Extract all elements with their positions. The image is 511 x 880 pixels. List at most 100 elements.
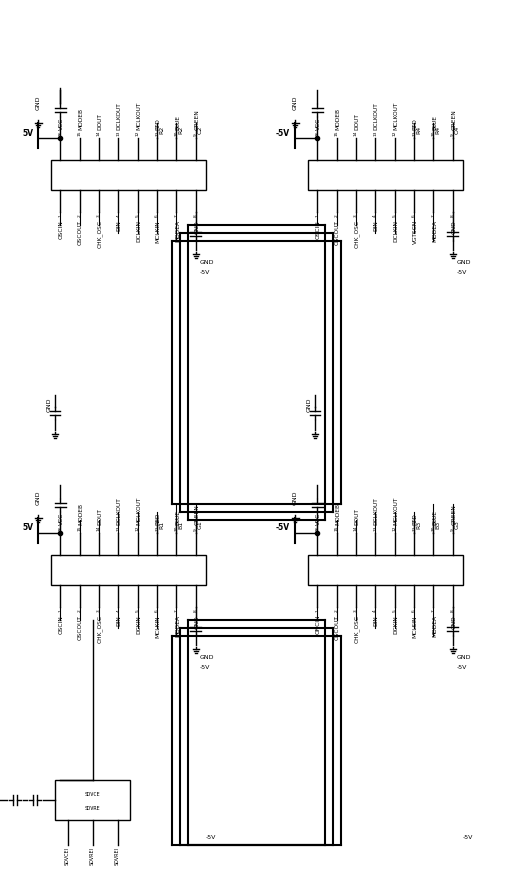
Text: R4: R4 bbox=[416, 126, 421, 134]
Text: 4: 4 bbox=[374, 609, 377, 612]
Text: 10: 10 bbox=[431, 130, 435, 136]
Bar bbox=[55, 780, 130, 820]
Text: DCKIN: DCKIN bbox=[393, 615, 398, 634]
Text: BLUE: BLUE bbox=[175, 115, 180, 130]
Text: MODEB: MODEB bbox=[78, 108, 83, 130]
Text: R1: R1 bbox=[159, 521, 164, 529]
Text: DIN: DIN bbox=[117, 615, 122, 626]
Text: OSCOUT: OSCOUT bbox=[335, 220, 340, 245]
Text: DIN: DIN bbox=[374, 615, 379, 626]
Text: MODEA: MODEA bbox=[432, 220, 437, 242]
Text: 3: 3 bbox=[97, 609, 101, 612]
Text: GREEN: GREEN bbox=[451, 109, 456, 130]
Text: GREEN: GREEN bbox=[194, 109, 199, 130]
Text: VCC: VCC bbox=[316, 118, 321, 130]
Text: 11: 11 bbox=[412, 525, 416, 531]
Text: 2: 2 bbox=[335, 214, 339, 216]
Text: GND: GND bbox=[36, 490, 41, 505]
Text: 7: 7 bbox=[431, 609, 435, 612]
Text: CHK_OSC: CHK_OSC bbox=[354, 220, 360, 248]
Text: MODEA: MODEA bbox=[432, 615, 437, 637]
Text: DCLKOUT: DCLKOUT bbox=[374, 497, 379, 525]
Text: DCKIN: DCKIN bbox=[136, 615, 141, 634]
Text: RTD: RTD bbox=[412, 513, 417, 525]
Text: 9: 9 bbox=[451, 133, 455, 136]
Text: G1: G1 bbox=[198, 521, 203, 530]
Text: OSCOUT: OSCOUT bbox=[335, 615, 340, 640]
Text: 11: 11 bbox=[155, 130, 159, 136]
Text: 10: 10 bbox=[431, 525, 435, 531]
Text: 14: 14 bbox=[354, 525, 358, 531]
Text: 6: 6 bbox=[155, 214, 159, 216]
Text: -5V: -5V bbox=[457, 270, 467, 275]
Text: 5V: 5V bbox=[22, 524, 33, 532]
Text: R3: R3 bbox=[416, 521, 421, 529]
Text: 8: 8 bbox=[194, 609, 198, 612]
Text: GND: GND bbox=[194, 220, 199, 233]
Text: CHK_OSC: CHK_OSC bbox=[97, 615, 103, 643]
Text: 6: 6 bbox=[412, 214, 416, 216]
Text: -5V: -5V bbox=[463, 835, 473, 840]
Text: 4: 4 bbox=[117, 609, 120, 612]
Text: DOUT: DOUT bbox=[98, 114, 102, 130]
Text: -5V: -5V bbox=[200, 270, 210, 275]
Text: 6: 6 bbox=[412, 609, 416, 612]
Text: MCLSIN: MCLSIN bbox=[412, 615, 417, 637]
Text: 3: 3 bbox=[354, 214, 358, 216]
Text: VCC: VCC bbox=[59, 118, 64, 130]
Text: GND: GND bbox=[451, 615, 456, 628]
Text: RED: RED bbox=[155, 513, 160, 525]
Text: -5V: -5V bbox=[276, 524, 290, 532]
Text: 5: 5 bbox=[136, 214, 140, 216]
Text: 3: 3 bbox=[97, 214, 101, 216]
Text: CHK_OSC: CHK_OSC bbox=[354, 615, 360, 643]
Text: 12: 12 bbox=[136, 525, 140, 531]
Text: 8: 8 bbox=[451, 609, 455, 612]
Text: 16: 16 bbox=[315, 525, 319, 531]
Text: 15: 15 bbox=[78, 525, 82, 531]
Text: MODEB: MODEB bbox=[78, 503, 83, 525]
Text: 13: 13 bbox=[117, 130, 120, 136]
Text: 1: 1 bbox=[315, 214, 319, 216]
Text: OSCOUT: OSCOUT bbox=[78, 220, 83, 245]
Text: B1: B1 bbox=[178, 521, 183, 529]
Text: 4: 4 bbox=[374, 214, 377, 216]
Bar bbox=[308, 555, 462, 585]
Text: GND: GND bbox=[457, 655, 471, 660]
Text: BLUE: BLUE bbox=[432, 510, 437, 525]
Text: C4: C4 bbox=[455, 126, 460, 134]
Text: RTD: RTD bbox=[155, 118, 160, 130]
Text: 8: 8 bbox=[451, 214, 455, 216]
Text: 13: 13 bbox=[117, 525, 120, 531]
Text: 14: 14 bbox=[354, 130, 358, 136]
Text: 7: 7 bbox=[174, 609, 178, 612]
Text: SDVRE: SDVRE bbox=[85, 805, 100, 810]
Text: 13: 13 bbox=[374, 525, 377, 531]
Text: MCLKOUT: MCLKOUT bbox=[136, 496, 141, 525]
Text: DCLKIN: DCLKIN bbox=[136, 220, 141, 242]
Text: GND: GND bbox=[194, 615, 199, 628]
Text: 5: 5 bbox=[392, 609, 397, 612]
Text: 16: 16 bbox=[58, 525, 62, 531]
Bar bbox=[308, 160, 462, 190]
Text: R2: R2 bbox=[159, 126, 164, 134]
Text: VCC: VCC bbox=[316, 513, 321, 525]
Text: VCC: VCC bbox=[59, 513, 64, 525]
Text: GREEN: GREEN bbox=[194, 504, 199, 525]
Bar bbox=[51, 160, 205, 190]
Text: 9: 9 bbox=[194, 528, 198, 531]
Text: OSCIN: OSCIN bbox=[316, 220, 321, 238]
Text: RTD: RTD bbox=[412, 118, 417, 130]
Text: MCLKIN: MCLKIN bbox=[155, 615, 160, 638]
Text: DOUT: DOUT bbox=[355, 508, 359, 525]
Text: -5V: -5V bbox=[276, 128, 290, 137]
Bar bbox=[51, 555, 205, 585]
Text: 5: 5 bbox=[136, 609, 140, 612]
Text: GND: GND bbox=[451, 220, 456, 233]
Text: 8: 8 bbox=[194, 214, 198, 216]
Text: 1: 1 bbox=[315, 609, 319, 612]
Text: OSCIN: OSCIN bbox=[59, 220, 64, 238]
Text: GND: GND bbox=[47, 397, 52, 412]
Text: DCLKOUT: DCLKOUT bbox=[117, 102, 122, 130]
Text: DIN: DIN bbox=[374, 220, 379, 231]
